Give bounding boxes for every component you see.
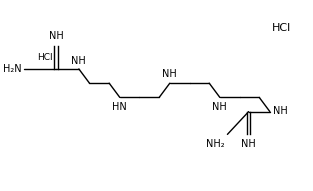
Text: H₂N: H₂N <box>3 64 22 74</box>
Text: HCl: HCl <box>38 53 53 62</box>
Text: NH: NH <box>49 32 64 41</box>
Text: NH: NH <box>274 106 288 116</box>
Text: NH: NH <box>71 56 86 66</box>
Text: NH: NH <box>241 139 256 149</box>
Text: HCl: HCl <box>272 23 292 33</box>
Text: HN: HN <box>112 102 127 112</box>
Text: NH₂: NH₂ <box>206 139 224 149</box>
Text: NH: NH <box>213 102 227 112</box>
Text: NH: NH <box>162 69 177 79</box>
